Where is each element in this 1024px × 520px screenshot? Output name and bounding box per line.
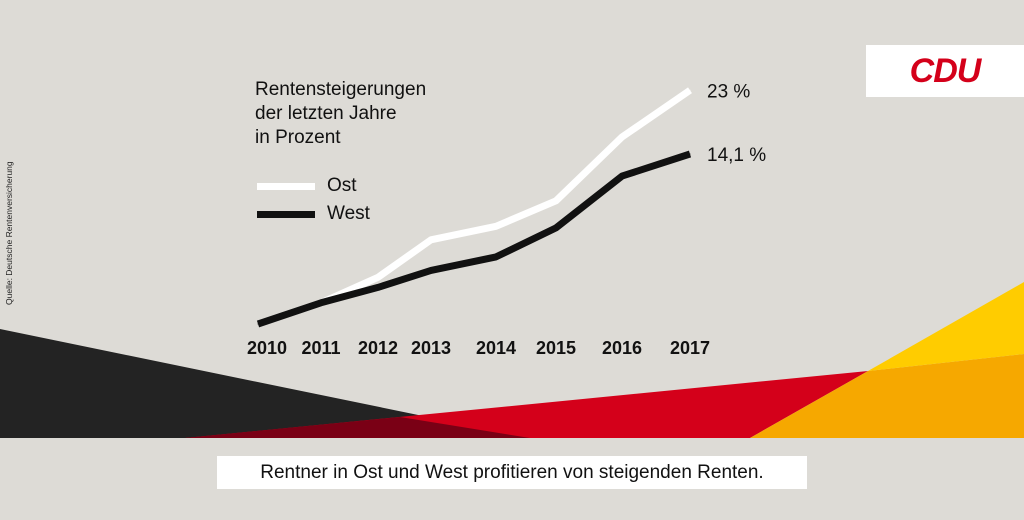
red-band <box>185 371 868 438</box>
data-point-west-2016 <box>621 175 623 177</box>
data-point-ost-2013 <box>430 239 432 241</box>
dark-red-overlap <box>185 417 530 438</box>
source-note: Quelle: Deutsche Rentenversicherung <box>4 161 14 305</box>
black-band <box>0 329 530 438</box>
chart-title-line-2: der letzten Jahre <box>255 103 397 124</box>
x-tick-2014: 2014 <box>476 338 516 358</box>
end-label-ost: 23 % <box>707 81 750 102</box>
data-point-ost-2012 <box>377 276 379 278</box>
series-line-west <box>256 150 692 328</box>
chart-title-line-1: Rentensteigerungen <box>255 79 427 100</box>
data-point-west-2014 <box>495 256 497 258</box>
x-tick-2015: 2015 <box>536 338 576 358</box>
x-tick-2016: 2016 <box>602 338 642 358</box>
legend-item-west: West <box>257 200 370 228</box>
legend-label-ost: Ost <box>327 175 357 196</box>
caption-banner: Rentner in Ost und West profitieren von … <box>217 456 807 489</box>
data-point-west-2013 <box>430 269 432 271</box>
gold-band <box>750 354 1024 438</box>
data-point-west-2012 <box>377 286 379 288</box>
data-point-west-2010 <box>257 323 259 325</box>
x-tick-2017: 2017 <box>670 338 710 358</box>
cdu-logo: CDU <box>909 51 982 90</box>
x-tick-2010: 2010 <box>247 338 287 358</box>
data-point-ost-2017 <box>689 89 691 91</box>
data-point-west-2015 <box>555 227 557 229</box>
data-point-ost-2015 <box>555 200 557 202</box>
legend-swatch-west <box>257 210 315 218</box>
data-point-west-2017 <box>689 153 691 155</box>
legend-label-west: West <box>327 203 370 224</box>
logo-box: CDU <box>866 45 1024 97</box>
x-tick-2012: 2012 <box>358 338 398 358</box>
x-tick-2011: 2011 <box>301 338 340 358</box>
chart-legend: Ost West <box>257 172 370 228</box>
end-label-west: 14,1 % <box>707 145 766 166</box>
yellow-band <box>868 282 1024 371</box>
chart-title: Rentensteigerungen der letzten Jahre in … <box>255 78 475 150</box>
legend-swatch-ost <box>257 182 315 190</box>
x-tick-2013: 2013 <box>411 338 451 358</box>
line-chart: 23 % 14,1 % 2010 2011 2012 2013 2014 2015 2016 20… <box>247 81 766 358</box>
color-band-decoration <box>0 282 1024 438</box>
legend-item-ost: Ost <box>257 172 370 200</box>
data-point-ost-2014 <box>495 225 497 227</box>
data-point-ost-2016 <box>621 136 623 138</box>
data-point-west-2011 <box>320 302 322 304</box>
chart-title-line-3: in Prozent <box>255 127 341 148</box>
